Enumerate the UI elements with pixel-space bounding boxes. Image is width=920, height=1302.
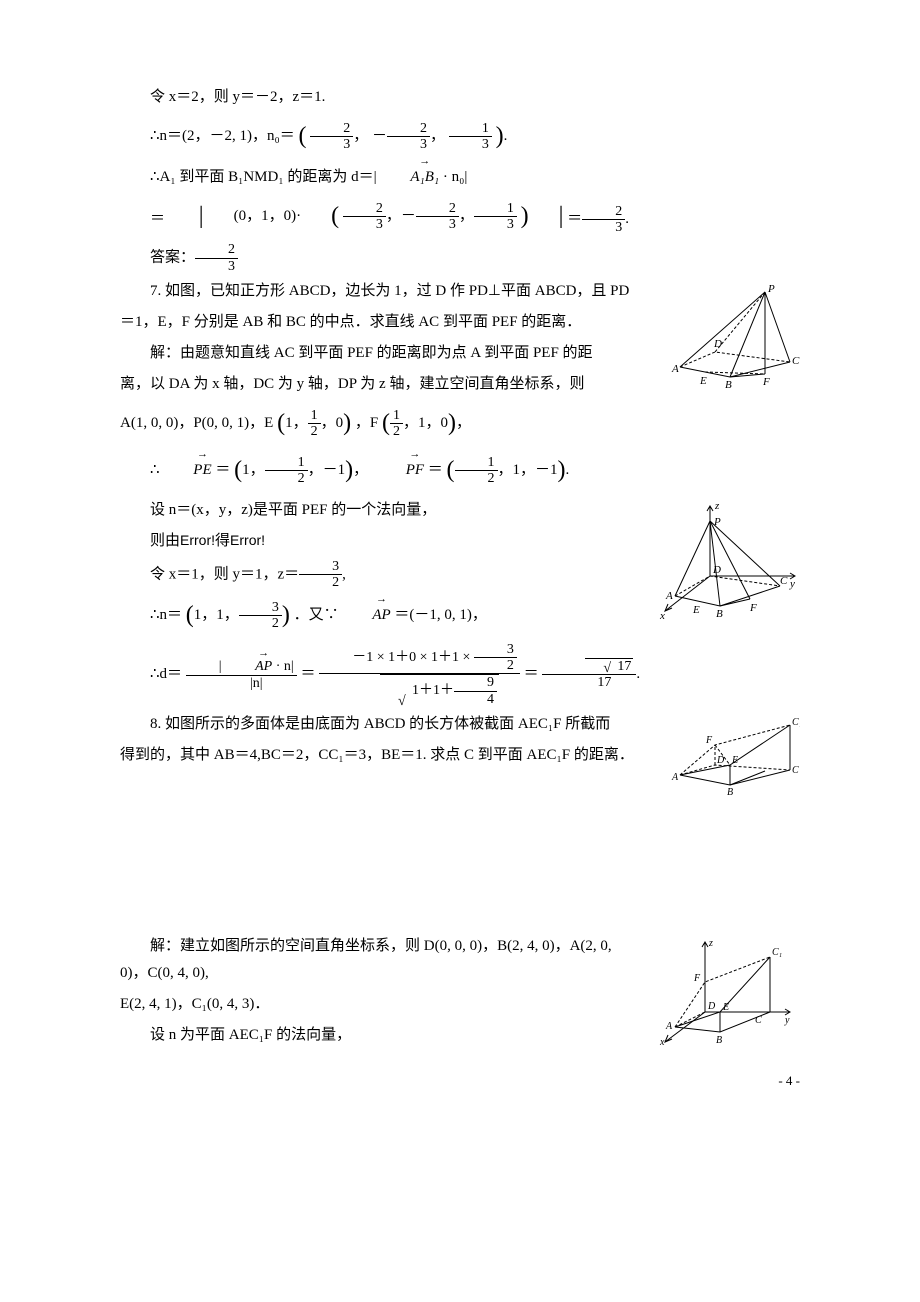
svg-text:A: A (671, 772, 679, 783)
svg-text:C: C (755, 1015, 762, 1026)
svg-text:C: C (780, 575, 788, 587)
d-result: 17 17 (542, 658, 636, 691)
q7-sol-3: A(1, 0, 0)，P(0, 0, 1)，E 1，12，0 ，F 12，1，0… (120, 402, 800, 445)
d-frac-2: －1 × 1＋0 × 1＋1 × 32 1＋1＋94 (319, 642, 520, 708)
figure-2-pyramid-axes: z y x P A B C D E F (650, 501, 800, 621)
dist-text-b: · n₀| (443, 169, 467, 185)
svg-text:E: E (722, 1002, 729, 1013)
svg-text:B: B (727, 787, 733, 795)
svg-text:D: D (712, 564, 721, 576)
svg-text:D: D (713, 338, 722, 350)
svg-text:E: E (699, 375, 707, 387)
vec-pe: PE (163, 455, 211, 484)
page-content: 令 x＝2，则 y＝－2，z＝1. ∴n＝(2，－2, 1)，n₀＝ 23， －… (120, 84, 800, 1092)
problem-8-solution: z y x A B C D E F C₁ 解：建立如图所示的空间直角坐标系，则 … (120, 933, 800, 1092)
F-coords: 12，1，0 (382, 415, 456, 431)
figure-4-prism-axes: z y x A B C D E F C₁ (650, 937, 800, 1047)
vec-ap: AP (342, 600, 390, 629)
vec-pf: PF (376, 455, 424, 484)
n-prefix: ∴n＝(2，－2, 1)，n₀＝ (150, 128, 295, 144)
figure-1-pyramid: P A B C D E F (670, 282, 800, 392)
svg-text:E: E (692, 604, 700, 616)
step-distance: ∴A₁ 到平面 B₁NMD₁ 的距离为 d＝| A₁B₁ · n₀| (120, 162, 800, 191)
eq-sign: ＝ (150, 211, 165, 227)
svg-text:B: B (716, 608, 723, 620)
svg-text:E: E (731, 755, 738, 766)
n0-inline: 23，－23，13 (301, 195, 529, 238)
svg-text:C: C (792, 765, 799, 776)
svg-text:y: y (789, 578, 795, 590)
d-formula: ∴d＝ | AP · n| |n| ＝ －1 × 1＋0 × 1＋1 × 32 … (120, 642, 800, 708)
svg-text:B: B (725, 379, 732, 391)
svg-text:A: A (665, 1021, 673, 1032)
step-compute: ＝ (0，1，0)· 23，－23，13 ＝23. (120, 195, 800, 238)
E-coords: 1，12，0 (277, 415, 351, 431)
svg-text:F: F (762, 376, 770, 388)
problem-7: P A B C D E F 7. 如图，已知正方形 ABCD，边长为 1，过 D… (120, 278, 800, 707)
svg-text:C₁: C₁ (792, 717, 800, 728)
svg-text:z: z (708, 938, 713, 949)
svg-text:F: F (705, 735, 713, 746)
figure-3-prism: A B C D E F C₁ (670, 715, 800, 795)
step-let: 令 x＝2，则 y＝－2，z＝1. (120, 84, 800, 111)
abs-expr: (0，1，0)· 23，－23，13 (169, 195, 564, 238)
svg-text:y: y (784, 1015, 790, 1026)
svg-text:D: D (707, 1001, 716, 1012)
svg-text:A: A (665, 590, 673, 602)
pe-pf: ∴ PE ＝ 1，12，－1， PF ＝ 12，1，－1. (120, 449, 800, 492)
svg-text:x: x (659, 610, 665, 621)
svg-text:A: A (671, 363, 679, 375)
svg-text:B: B (716, 1035, 722, 1046)
svg-text:D: D (716, 755, 725, 766)
error-1: Error! (180, 532, 215, 548)
neg: － (372, 128, 387, 144)
svg-text:P: P (767, 283, 775, 295)
spacer (120, 799, 800, 929)
answer: 答案：23 (120, 242, 800, 274)
d-frac-1: | AP · n| |n| (186, 657, 297, 691)
svg-text:C₁: C₁ (772, 947, 782, 958)
dist-text-a: ∴A₁ 到平面 B₁NMD₁ 的距离为 d＝| (150, 169, 377, 185)
error-2: Error! (230, 532, 265, 548)
vector-a1b1: A₁B₁ (380, 162, 439, 191)
svg-text:C: C (792, 355, 800, 367)
n0-vector: 23， －23， 13 (299, 128, 504, 144)
svg-text:z: z (714, 501, 720, 512)
page-number: - 4 - (120, 1069, 800, 1092)
svg-text:F: F (749, 602, 757, 614)
svg-text:P: P (713, 516, 721, 528)
step-n: ∴n＝(2，－2, 1)，n₀＝ 23， －23， 13 . (120, 115, 800, 158)
problem-8: A B C D E F C₁ 8. 如图所示的多面体是由底面为 ABCD 的长方… (120, 711, 800, 769)
svg-text:F: F (693, 973, 701, 984)
svg-text:x: x (659, 1037, 665, 1047)
